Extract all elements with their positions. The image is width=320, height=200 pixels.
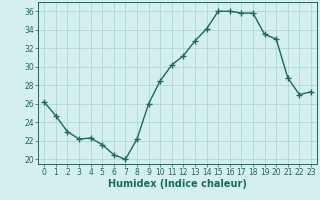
X-axis label: Humidex (Indice chaleur): Humidex (Indice chaleur) [108,179,247,189]
